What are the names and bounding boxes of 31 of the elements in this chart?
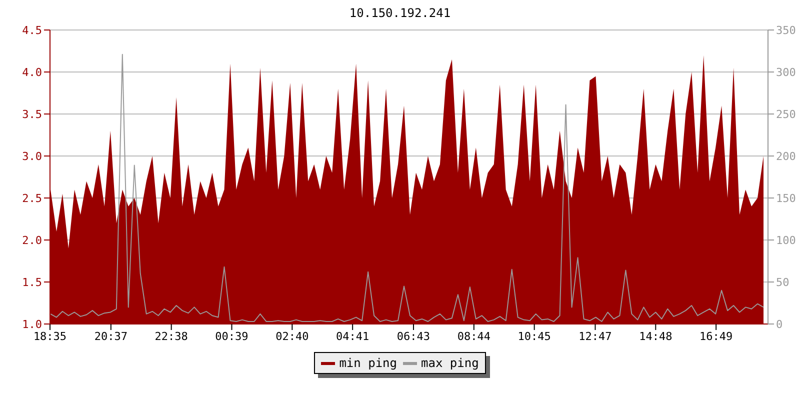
x-tick-label: 04:41 <box>336 330 370 343</box>
y-tick-label: 3.0 <box>22 150 42 163</box>
y-tick-label: 4.5 <box>22 24 42 37</box>
y-tick-label: 3.5 <box>22 108 42 121</box>
legend-label: min ping <box>339 356 397 370</box>
y2-tick-label: 250 <box>776 108 796 121</box>
y2-tick-label: 150 <box>776 192 796 205</box>
y2-tick-label: 350 <box>776 24 796 37</box>
y2-tick-label: 0 <box>776 318 783 331</box>
y-tick-label: 2.0 <box>22 234 42 247</box>
x-tick-label: 18:35 <box>33 330 67 343</box>
y2-tick-label: 100 <box>776 234 796 247</box>
x-tick-label: 20:37 <box>94 330 128 343</box>
x-tick-label: 00:39 <box>215 330 248 343</box>
y2-tick-label: 50 <box>776 276 790 289</box>
chart-title: 10.150.192.241 <box>348 6 452 20</box>
x-tick-label: 16:49 <box>700 330 733 343</box>
x-tick-label: 08:44 <box>457 330 491 343</box>
y-tick-label: 1.0 <box>22 318 42 331</box>
x-tick-label: 06:43 <box>396 330 430 343</box>
x-tick-label: 14:48 <box>639 330 672 343</box>
y-tick-label: 2.5 <box>22 192 42 205</box>
y2-tick-label: 200 <box>776 150 796 163</box>
y-tick-label: 4.0 <box>22 66 42 79</box>
x-tick-label: 02:40 <box>276 330 309 343</box>
y2-tick-label: 300 <box>776 66 796 79</box>
legend-label: max ping <box>421 356 479 370</box>
y-tick-label: 1.5 <box>22 276 42 289</box>
x-tick-label: 12:47 <box>578 330 612 343</box>
x-tick-label: 10:45 <box>518 330 551 343</box>
x-tick-label: 22:38 <box>154 330 188 343</box>
